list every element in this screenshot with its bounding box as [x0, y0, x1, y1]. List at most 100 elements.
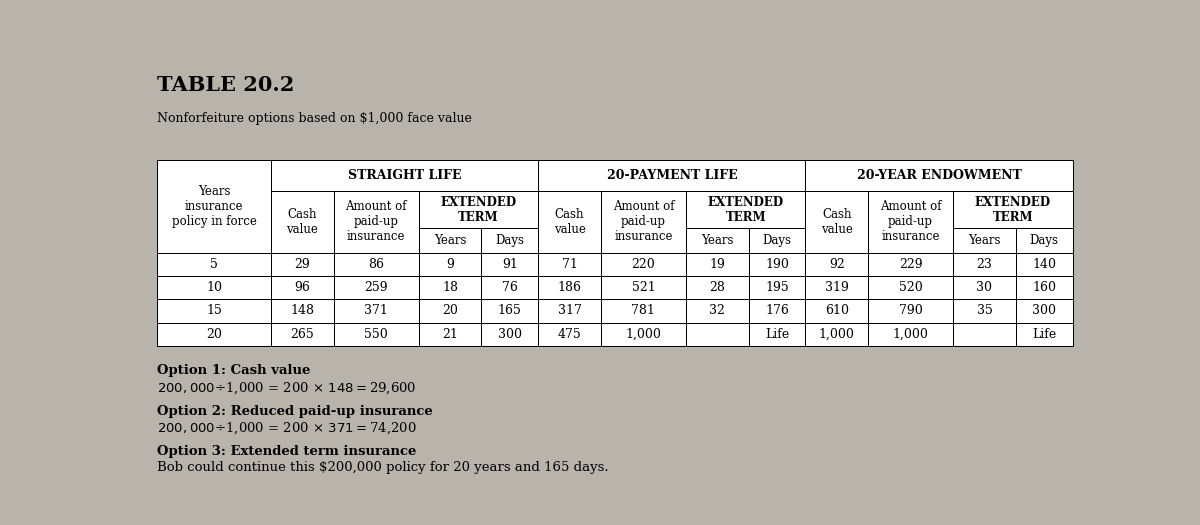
Bar — [481, 323, 539, 346]
Text: Life: Life — [1032, 328, 1056, 341]
Text: 76: 76 — [502, 281, 517, 294]
Text: 186: 186 — [558, 281, 582, 294]
Text: 265: 265 — [290, 328, 314, 341]
Bar — [419, 228, 481, 253]
Bar — [334, 299, 419, 323]
Text: 610: 610 — [824, 304, 848, 318]
Bar — [953, 276, 1015, 299]
Bar — [334, 323, 419, 346]
Text: 790: 790 — [899, 304, 923, 318]
Bar — [481, 299, 539, 323]
Text: 18: 18 — [442, 281, 458, 294]
Text: 190: 190 — [766, 258, 788, 271]
Bar — [953, 299, 1015, 323]
Text: 300: 300 — [1032, 304, 1056, 318]
Text: Years
insurance
policy in force: Years insurance policy in force — [172, 185, 257, 228]
Text: Years: Years — [701, 234, 733, 247]
Text: 9: 9 — [446, 258, 454, 271]
Text: 259: 259 — [365, 281, 388, 294]
Text: Amount of
paid-up
insurance: Amount of paid-up insurance — [880, 201, 941, 244]
Text: 165: 165 — [498, 304, 522, 318]
Bar — [868, 253, 953, 276]
Bar — [157, 160, 1073, 346]
Bar — [157, 253, 271, 276]
Text: 220: 220 — [631, 258, 655, 271]
Bar — [601, 253, 686, 276]
Bar — [805, 191, 868, 253]
Text: 176: 176 — [766, 304, 788, 318]
Bar — [868, 276, 953, 299]
Text: 521: 521 — [631, 281, 655, 294]
Bar — [1015, 276, 1073, 299]
Bar — [953, 191, 1073, 228]
Text: 86: 86 — [368, 258, 384, 271]
Bar — [157, 299, 271, 323]
Bar — [601, 323, 686, 346]
Bar — [271, 276, 334, 299]
Bar — [686, 299, 749, 323]
Bar — [749, 276, 805, 299]
Text: 317: 317 — [558, 304, 582, 318]
Text: 32: 32 — [709, 304, 725, 318]
Bar — [686, 323, 749, 346]
Text: 28: 28 — [709, 281, 725, 294]
Text: 30: 30 — [977, 281, 992, 294]
Bar — [271, 323, 334, 346]
Text: Amount of
paid-up
insurance: Amount of paid-up insurance — [613, 201, 674, 244]
Text: STRAIGHT LIFE: STRAIGHT LIFE — [348, 169, 462, 182]
Text: 92: 92 — [829, 258, 845, 271]
Text: EXTENDED
TERM: EXTENDED TERM — [974, 196, 1051, 224]
Bar — [805, 299, 868, 323]
Text: TABLE 20.2: TABLE 20.2 — [157, 75, 295, 95]
Text: 10: 10 — [206, 281, 222, 294]
Text: 15: 15 — [206, 304, 222, 318]
Bar — [805, 323, 868, 346]
Bar — [481, 276, 539, 299]
Text: 1,000: 1,000 — [893, 328, 929, 341]
Bar — [334, 276, 419, 299]
Bar — [805, 160, 1073, 191]
Bar — [1015, 228, 1073, 253]
Bar — [601, 299, 686, 323]
Text: Years: Years — [434, 234, 467, 247]
Bar — [686, 228, 749, 253]
Bar — [601, 276, 686, 299]
Text: 20-PAYMENT LIFE: 20-PAYMENT LIFE — [606, 169, 737, 182]
Text: Cash
value: Cash value — [821, 208, 853, 236]
Text: 1,000: 1,000 — [818, 328, 854, 341]
Bar — [539, 299, 601, 323]
Bar — [419, 299, 481, 323]
Text: Life: Life — [764, 328, 790, 341]
Text: 475: 475 — [558, 328, 582, 341]
Text: 19: 19 — [709, 258, 725, 271]
Text: 96: 96 — [294, 281, 311, 294]
Text: 140: 140 — [1032, 258, 1056, 271]
Bar — [1015, 299, 1073, 323]
Text: 781: 781 — [631, 304, 655, 318]
Text: 229: 229 — [899, 258, 923, 271]
Text: 520: 520 — [899, 281, 923, 294]
Bar — [868, 191, 953, 253]
Bar — [334, 253, 419, 276]
Text: 20-YEAR ENDOWMENT: 20-YEAR ENDOWMENT — [857, 169, 1021, 182]
Bar — [419, 191, 539, 228]
Text: $200,000 ÷ $1,000 = 200 × $371 = $74,200: $200,000 ÷ $1,000 = 200 × $371 = $74,200 — [157, 421, 418, 436]
Bar — [539, 276, 601, 299]
Bar — [953, 323, 1015, 346]
Bar — [805, 276, 868, 299]
Bar — [868, 299, 953, 323]
Text: Years: Years — [968, 234, 1001, 247]
Text: Cash
value: Cash value — [287, 208, 318, 236]
Bar — [953, 253, 1015, 276]
Text: Option 1: Cash value: Option 1: Cash value — [157, 364, 311, 377]
Bar — [334, 191, 419, 253]
Bar — [539, 191, 601, 253]
Text: 23: 23 — [977, 258, 992, 271]
Bar — [749, 228, 805, 253]
Bar — [749, 253, 805, 276]
Bar — [271, 299, 334, 323]
Bar — [419, 276, 481, 299]
Text: Amount of
paid-up
insurance: Amount of paid-up insurance — [346, 201, 407, 244]
Text: 29: 29 — [294, 258, 311, 271]
Bar — [481, 253, 539, 276]
